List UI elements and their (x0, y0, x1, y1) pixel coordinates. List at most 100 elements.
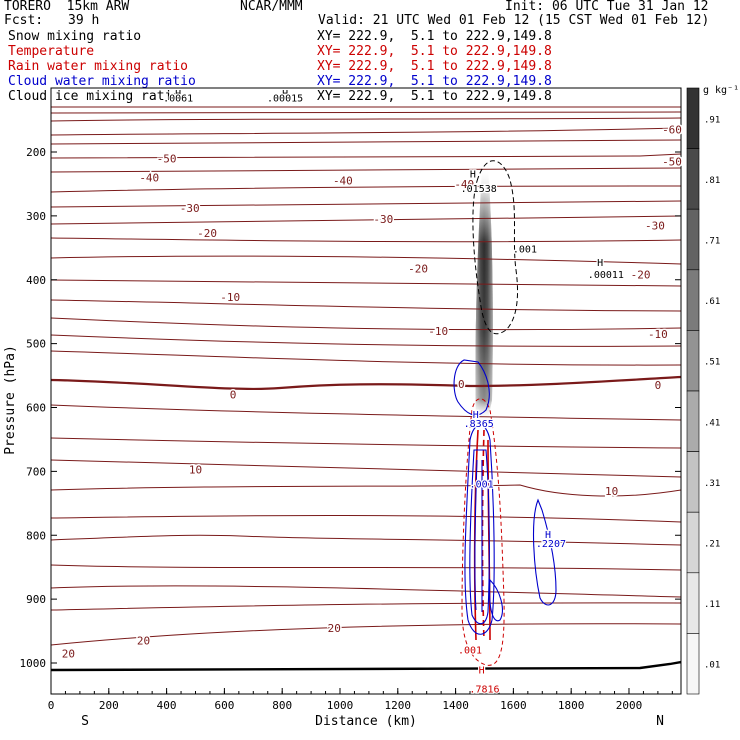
contour-label: 20 (328, 622, 341, 635)
contour-label: -20 (197, 227, 217, 240)
colorbar-label: .31 (704, 479, 720, 489)
isotherm-minus-25 (51, 237, 681, 243)
x-tick-label: 800 (272, 699, 292, 712)
colorbar-unit: g kg⁻¹ (703, 85, 739, 96)
legend-rain: Rain water mixing ratio (8, 59, 189, 74)
isotherm-plus-12 (51, 515, 681, 523)
isotherm-minus-10 (51, 299, 681, 312)
rain-core-2 (481, 429, 485, 641)
colorbar-segment (686, 633, 700, 695)
y-tick-label: 200 (26, 146, 46, 159)
y-tick-label: 400 (26, 274, 46, 287)
x-axis-title: Distance (km) (315, 714, 417, 729)
cloud-water-column-2 (469, 449, 490, 625)
contour-label: -10 (428, 325, 448, 338)
colorbar-label: .91 (704, 115, 720, 125)
colorbar-label: .81 (704, 176, 720, 186)
annotation-label: .7816 (469, 685, 499, 696)
contour-label: 10 (189, 463, 202, 476)
annotation-label: .01538 (461, 184, 497, 195)
isotherm-minus-40 (51, 185, 681, 193)
legend-temperature: Temperature (8, 44, 95, 59)
contour-label: 0 (230, 389, 237, 402)
x-tick-label: 200 (99, 699, 119, 712)
legend-cloud-ice: Cloud ice mixing ratio (8, 89, 181, 104)
contour-label: -50 (662, 156, 682, 169)
x-tick-label: 1000 (327, 699, 354, 712)
y-axis-title: Pressure (hPa) (3, 345, 18, 455)
legend-rain-range: XY= 222.9, 5.1 to 222.9,149.8 (317, 59, 552, 74)
isotherm-minus-30 (51, 215, 681, 225)
y-tick-label: 800 (26, 529, 46, 542)
contour-label: -10 (220, 291, 240, 304)
colorbar-segment (686, 269, 700, 331)
contour-label: 20 (137, 635, 150, 648)
contour-label: 0 (655, 379, 662, 392)
cloud-water-side-cell (533, 498, 557, 606)
contour-label: -60 (662, 124, 682, 137)
north-label: N (656, 714, 664, 729)
isotherm-minus-55 (51, 139, 681, 145)
isotherm-minus-7 (51, 317, 681, 331)
annotation-label: .001 (513, 244, 537, 255)
fcst-value: 39 h (68, 13, 100, 28)
annotation-label: .2207 (536, 539, 566, 550)
model-name: TORERO 15km ARW (4, 0, 130, 14)
colorbar-segment (686, 87, 700, 149)
contour-label: -40 (139, 172, 159, 185)
init-time: Init: 06 UTC Tue 31 Jan 12 (505, 0, 709, 14)
colorbar-segment (686, 511, 700, 574)
plot-frame (50, 87, 682, 695)
x-tick-label: 400 (157, 699, 177, 712)
annotation-label: .0061 (163, 94, 193, 105)
y-tick-label: 900 (26, 593, 46, 606)
y-tick-label: 300 (26, 210, 46, 223)
contour-label: -50 (157, 152, 177, 165)
legend-cloud-water: Cloud water mixing ratio (8, 74, 196, 89)
south-label: S (81, 714, 89, 729)
colorbar: .91 .81 .71 .61 .51 .41 .31 .21 .11 .01 (686, 87, 720, 695)
colorbar-label: .61 (704, 297, 720, 307)
cloud-water-lower-bulge (489, 578, 503, 622)
isotherm-plus-20 (51, 623, 681, 646)
annotation-label: .001 (470, 480, 494, 491)
cloud-water-column-1 (464, 424, 495, 635)
annotation-label: H (282, 89, 288, 100)
y-tick-label: 700 (26, 465, 46, 478)
colorbar-segment (686, 572, 700, 634)
colorbar-label: .41 (704, 418, 720, 428)
contour-label: -30 (180, 202, 200, 215)
isotherm-minus-45 (51, 167, 681, 173)
isotherm-plus-18 (51, 585, 681, 598)
legend-snow: Snow mixing ratio (8, 29, 142, 44)
isotherm-minus-15 (51, 279, 681, 287)
annotation-label: H (479, 665, 485, 676)
x-tick-label: 1600 (500, 699, 527, 712)
x-axis: 0 200 400 600 800 1000 1200 1400 1600 1800 2000 (48, 688, 673, 712)
contour-label: -40 (454, 178, 474, 191)
isotherm-minus-3 (51, 350, 681, 366)
cloud-ice-contour (472, 160, 519, 335)
colorbar-segment (686, 148, 700, 210)
annotation-label: .00015 (267, 94, 303, 105)
isotherm-minus-20 (51, 255, 681, 265)
isotherm-plus-5 (51, 437, 681, 449)
colorbar-label: .11 (704, 600, 720, 610)
y-tick-label: 1000 (20, 657, 47, 670)
center-name: NCAR/MMM (240, 0, 303, 14)
colorbar-label: .21 (704, 540, 720, 550)
contour-labels: 20 20 20 10 10 0 0 0 -10 -10 -10 -20 -20 -20 -30 -30 -30… (60, 122, 683, 662)
isotherm-plus-10 (51, 484, 681, 497)
y-tick-label: 500 (26, 338, 46, 351)
colorbar-label: .71 (704, 237, 720, 247)
isotherm-minus-50 (51, 153, 681, 159)
x-tick-label: 600 (214, 699, 234, 712)
cloud-water-outer-left (453, 359, 490, 416)
isotherm-upper-3 (51, 117, 681, 122)
surface-line (51, 660, 681, 672)
legend-cloud-ice-range: XY= 222.9, 5.1 to 222.9,149.8 (317, 89, 552, 104)
annotation-label: .8365 (464, 419, 494, 430)
isotherm-minus-35 (51, 200, 681, 208)
